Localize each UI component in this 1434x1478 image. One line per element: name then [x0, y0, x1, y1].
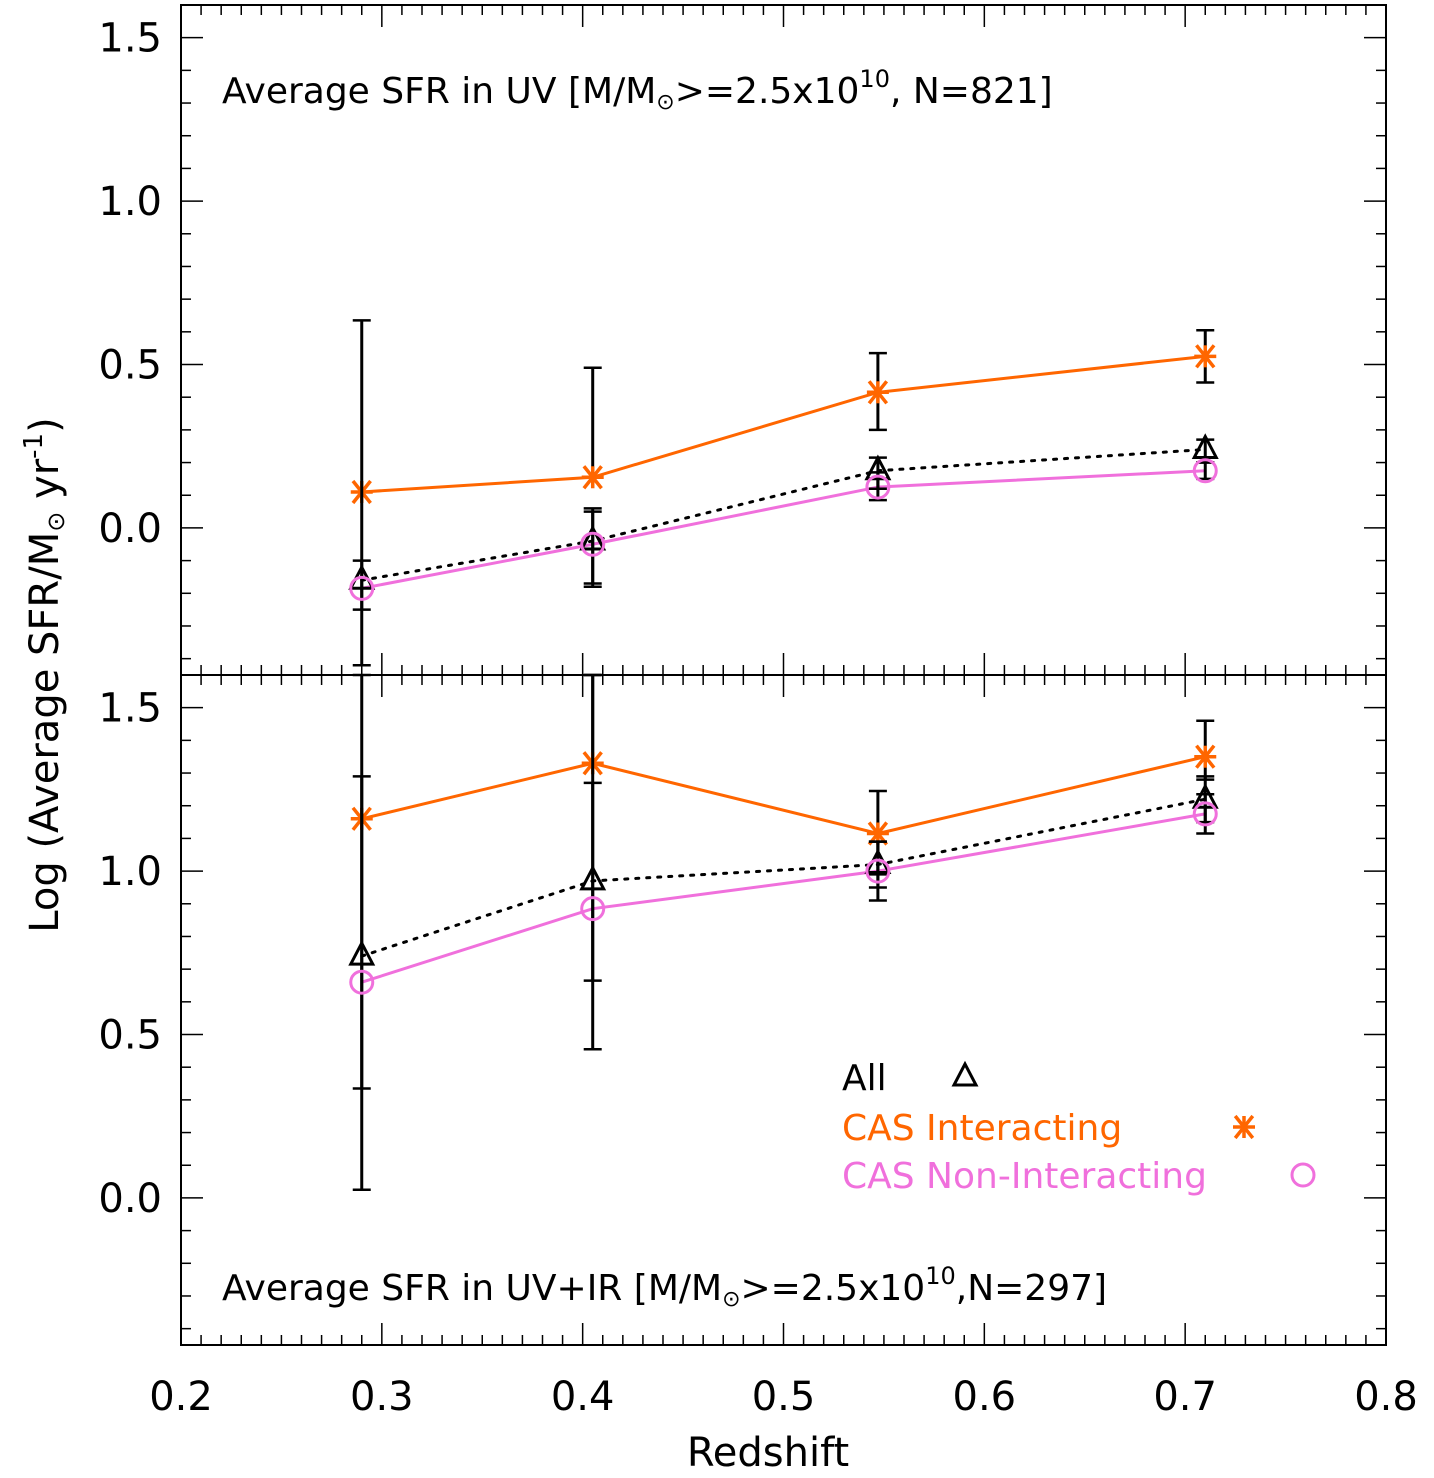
- bottom-y-tick-label: 1.5: [98, 686, 162, 732]
- bottom-y-tick-label: 1.0: [98, 849, 162, 895]
- top-data-point: [1192, 458, 1218, 484]
- bottom-data-point: [580, 896, 606, 922]
- top-y-tick-label: 0.0: [98, 506, 162, 552]
- top-y-tick-label: 1.0: [98, 179, 162, 225]
- top-series-line: [360, 447, 1207, 582]
- bottom-y-tick-label: 0.0: [98, 1176, 162, 1222]
- top-data-point: [349, 575, 375, 601]
- x-tick-label: 0.5: [752, 1374, 816, 1420]
- x-tick-label: 0.7: [1153, 1374, 1217, 1420]
- y-axis-title: Log (Average SFR/M⊙ yr-1): [19, 417, 70, 932]
- bottom-data-point: [1192, 801, 1218, 827]
- x-tick-label: 0.3: [350, 1374, 414, 1420]
- legend-label: CAS Interacting: [842, 1108, 1122, 1149]
- x-axis-title: Redshift: [687, 1430, 849, 1476]
- top-y-tick-label: 0.5: [98, 343, 162, 389]
- x-tick-label: 0.2: [149, 1374, 213, 1420]
- bottom-data-point: [1194, 744, 1217, 769]
- top-panel-title: Average SFR in UV [M/M⊙>=2.5x1010, N=821…: [222, 65, 1053, 115]
- bottom-series-line: [360, 797, 1207, 958]
- top-data-point: [1191, 433, 1219, 459]
- top-data-point: [1194, 344, 1217, 369]
- legend-marker: [951, 1060, 979, 1087]
- top-series-line: [361, 354, 1206, 494]
- top-series-line: [361, 469, 1206, 590]
- top-data-point: [866, 380, 889, 405]
- top-y-tick-label: 1.5: [98, 16, 162, 62]
- bottom-data-point: [349, 969, 375, 995]
- legend-label: All: [842, 1058, 887, 1099]
- bottom-data-point: [865, 858, 891, 884]
- bottom-panel: 0.0 0.5 1.0 1.5 Average SFR in UV+IR [M/M⊙>=…: [98, 673, 1387, 1346]
- x-tick-label: 0.4: [551, 1374, 615, 1420]
- bottom-panel-title: Average SFR in UV+IR [M/M⊙>=2.5x1010,N=2…: [222, 1262, 1107, 1312]
- top-data-point: [580, 531, 606, 557]
- top-data-point: [581, 465, 604, 490]
- top-data-point: [865, 474, 891, 500]
- legend-label: CAS Non-Interacting: [842, 1156, 1207, 1197]
- legend-marker: [1290, 1162, 1316, 1188]
- x-tick-label: 0.8: [1354, 1374, 1418, 1420]
- legend-marker: [1233, 1114, 1255, 1140]
- bottom-series-line: [361, 812, 1206, 984]
- bottom-series-line: [361, 755, 1206, 836]
- top-panel: 0.0 0.5 1.0 1.5 Average SFR in UV [M/M⊙>=2.5…: [98, 4, 1387, 676]
- shared-axes: 0.2 0.3 0.4 0.5 0.6 0.7 0.8 Redshift Log (Averag…: [19, 417, 1418, 1476]
- x-tick-label: 0.6: [953, 1374, 1017, 1420]
- bottom-y-tick-label: 0.5: [98, 1013, 162, 1059]
